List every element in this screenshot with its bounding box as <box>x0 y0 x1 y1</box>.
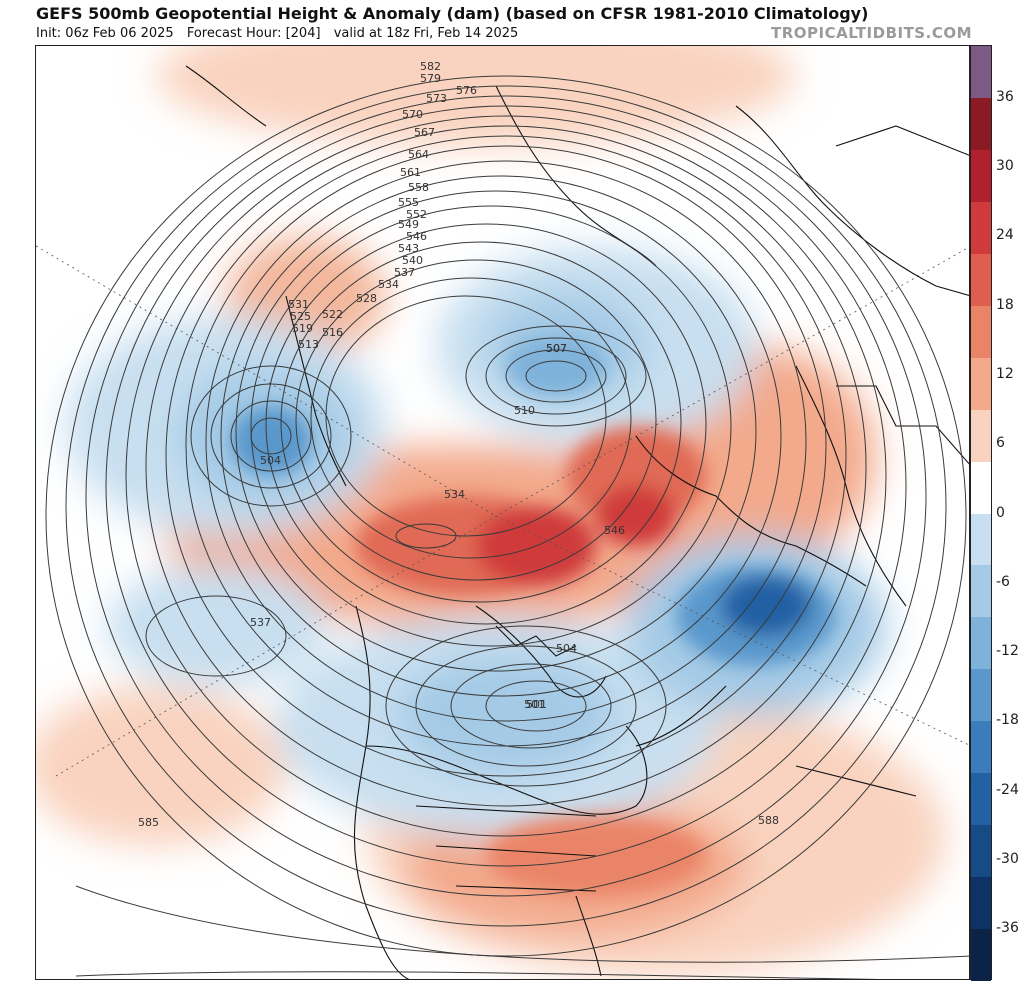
colorbar-tick-label: -30 <box>996 850 1019 867</box>
map-panel: 582 579 576 573 570 567 564 561 558 555 … <box>35 45 970 980</box>
colorbar-tick-label: 6 <box>996 435 1005 452</box>
colorbar-tick-label: -6 <box>996 573 1010 590</box>
map-subtitle: Init: 06z Feb 06 2025 Forecast Hour: [20… <box>36 26 527 41</box>
contour-label: 570 <box>402 108 423 121</box>
contour-label: 561 <box>400 166 421 179</box>
colorbar-tick-label: 0 <box>996 504 1005 521</box>
low-center-label: 504 <box>556 642 577 655</box>
contour-label: 522 <box>322 308 343 321</box>
contour-label: 588 <box>758 814 779 827</box>
colorbar-segment <box>971 617 991 670</box>
colorbar-tick-label: -24 <box>996 781 1019 798</box>
contour-label: 543 <box>398 242 419 255</box>
contour-label: 504 <box>260 454 281 467</box>
colorbar-segment <box>971 305 991 359</box>
contour-label: 555 <box>398 196 419 209</box>
contour-label: 513 <box>298 338 319 351</box>
high-center-label: 534 <box>444 488 465 501</box>
contour-label: 531 <box>288 298 309 311</box>
colorbar-segment <box>971 877 991 930</box>
colorbar-segment <box>971 149 991 203</box>
map-svg: 582 579 576 573 570 567 564 561 558 555 … <box>36 46 969 979</box>
contour-label: 585 <box>138 816 159 829</box>
colorbar-segment <box>971 825 991 878</box>
contour-label: 507 <box>546 342 567 355</box>
colorbar-segment <box>971 461 991 514</box>
colorbar-tick-label: 18 <box>996 296 1014 313</box>
contour-label: 576 <box>456 84 477 97</box>
contour-label: 540 <box>402 254 423 267</box>
colorbar-segment <box>971 409 991 463</box>
colorbar-segment <box>971 721 991 774</box>
colorbar-segment <box>971 669 991 722</box>
colorbar-segment <box>971 97 991 151</box>
height-contours <box>45 75 969 979</box>
contour-label: 537 <box>394 266 415 279</box>
center-labels: 507 504 501 537 534 546 <box>250 342 625 711</box>
colorbar-segment <box>971 929 991 982</box>
colorbar-tick-label: -18 <box>996 712 1019 729</box>
contour-label: 567 <box>414 126 435 139</box>
contour-label: 510 <box>514 404 535 417</box>
forecast-hour: Forecast Hour: [204] <box>186 26 321 41</box>
init-time: Init: 06z Feb 06 2025 <box>36 26 174 41</box>
contour-label: 525 <box>290 310 311 323</box>
colorbar-tick-label: -12 <box>996 643 1019 660</box>
colorbar-segment <box>971 513 991 566</box>
colorbar-tick-label: 36 <box>996 88 1014 105</box>
site-brand: TROPICALTIDBITS.COM <box>771 24 972 42</box>
low-center-label: 537 <box>250 616 271 629</box>
colorbar-segment <box>971 357 991 411</box>
colorbar-segment <box>971 253 991 307</box>
contour-label: 579 <box>420 72 441 85</box>
contour-label: 573 <box>426 92 447 105</box>
colorbar-tick-label: 12 <box>996 365 1014 382</box>
colorbar-segment <box>971 773 991 826</box>
contour-label: 501 <box>524 698 545 711</box>
valid-time: valid at 18z Fri, Feb 14 2025 <box>333 26 519 41</box>
colorbar-segment <box>971 46 991 99</box>
colorbar-tick-label: 24 <box>996 227 1014 244</box>
contour-label: 546 <box>406 230 427 243</box>
contour-label: 519 <box>292 322 313 335</box>
colorbar-segment <box>971 565 991 618</box>
contour-label: 534 <box>378 278 399 291</box>
colorbar-tick-label: -36 <box>996 920 1019 937</box>
contour-label: 564 <box>408 148 429 161</box>
contour-label: 582 <box>420 60 441 73</box>
contour-label: 528 <box>356 292 377 305</box>
low-center-label: 507 <box>546 342 567 355</box>
low-center-label: 501 <box>526 698 547 711</box>
contour-labels: 582 579 576 573 570 567 564 561 558 555 … <box>138 60 779 829</box>
contour-label: 516 <box>322 326 343 339</box>
anomaly-shading <box>36 46 946 976</box>
contour-label: 549 <box>398 218 419 231</box>
colorbar-segment <box>971 201 991 255</box>
map-title: GEFS 500mb Geopotential Height & Anomaly… <box>36 4 869 23</box>
anomaly-colorbar <box>970 45 992 982</box>
colorbar-tick-label: 30 <box>996 158 1014 175</box>
high-center-label: 546 <box>604 524 625 537</box>
contour-label: 552 <box>406 208 427 221</box>
contour-label: 558 <box>408 181 429 194</box>
